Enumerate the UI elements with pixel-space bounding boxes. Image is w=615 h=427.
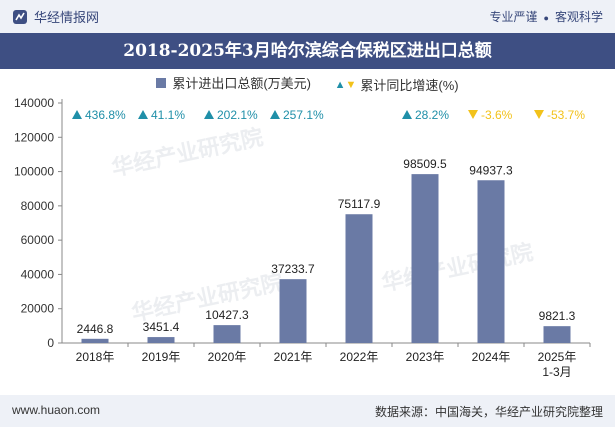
growth-rate-label: -3.6% xyxy=(481,108,513,122)
y-tick-label: 40000 xyxy=(21,267,55,281)
y-tick-label: 60000 xyxy=(21,233,55,247)
bar xyxy=(213,325,241,343)
bar-value-label: 37233.7 xyxy=(271,262,315,276)
bar-value-label: 94937.3 xyxy=(469,163,513,177)
chart-title: 2018-2025年3月哈尔滨综合保税区进出口总额 xyxy=(0,33,615,69)
legend-item-growth: ▲ ▼ 累计同比增速(%) xyxy=(335,75,459,94)
footer-source: 数据来源：中国海关，华经产业研究院整理 xyxy=(374,405,603,419)
dot-separator-icon: ● xyxy=(543,13,549,23)
y-tick-label: 140000 xyxy=(14,96,54,110)
bar xyxy=(81,338,109,343)
bar-value-label: 2446.8 xyxy=(77,322,114,336)
x-tick-label: 2024年 xyxy=(472,350,511,364)
legend-item-total: 累计进出口总额(万美元) xyxy=(156,73,311,92)
legend-swatch-bar xyxy=(156,77,167,88)
x-tick-label: 2025年 xyxy=(538,350,577,364)
bar-value-label: 10427.3 xyxy=(205,308,249,322)
triangle-up-icon: ▲ xyxy=(334,78,346,91)
bar xyxy=(543,326,571,343)
growth-rate-label: 257.1% xyxy=(283,108,324,122)
brand-name: 华经情报网 xyxy=(34,10,100,25)
brand[interactable]: 华经情报网 xyxy=(12,7,99,26)
bar-value-label: 9821.3 xyxy=(539,309,576,323)
footer-website[interactable]: www.huaon.com xyxy=(12,403,101,417)
bar-chart: 0 20000 40000 60000 80000 100000 120000 140000 2… xyxy=(14,96,591,379)
bar-value-label: 98509.5 xyxy=(403,157,447,171)
bar xyxy=(147,337,175,343)
growth-down-triangle-icon xyxy=(534,110,544,119)
x-tick-label: 1-3月 xyxy=(542,365,571,379)
growth-rate-label: 436.8% xyxy=(85,108,126,122)
tag-objective: 客观科学 xyxy=(554,10,603,24)
y-tick-label: 100000 xyxy=(14,165,54,179)
growth-up-triangle-icon xyxy=(204,110,214,119)
x-tick-label: 2022年 xyxy=(340,350,379,364)
bar xyxy=(411,174,439,343)
bar-value-label: 75117.9 xyxy=(338,197,381,211)
growth-up-triangle-icon xyxy=(270,110,280,119)
triangle-down-icon: ▼ xyxy=(345,78,357,91)
growth-rate-label: 28.2% xyxy=(415,108,449,122)
bar xyxy=(345,214,373,343)
bar xyxy=(279,279,307,343)
y-tick-label: 0 xyxy=(47,336,54,350)
legend-label-total: 累计进出口总额(万美元) xyxy=(172,76,312,91)
x-tick-label: 2019年 xyxy=(142,350,181,364)
x-tick-label: 2023年 xyxy=(406,350,445,364)
x-tick-label: 2020年 xyxy=(208,350,247,364)
growth-rate-label: 41.1% xyxy=(151,108,185,122)
bar-value-label: 3451.4 xyxy=(143,320,180,334)
bar xyxy=(477,180,505,343)
brand-logo-icon xyxy=(13,9,27,24)
growth-rate-label: -53.7% xyxy=(547,108,585,122)
growth-down-triangle-icon xyxy=(468,110,478,119)
tag-professional: 专业严谨 xyxy=(489,10,538,24)
top-bar: 华经情报网 专业严谨 ● 客观科学 xyxy=(0,0,615,33)
growth-up-triangle-icon xyxy=(402,110,412,119)
growth-up-triangle-icon xyxy=(138,110,148,119)
growth-rate-label: 202.1% xyxy=(217,108,258,122)
header-tags: 专业严谨 ● 客观科学 xyxy=(490,8,603,25)
y-tick-label: 80000 xyxy=(21,199,55,213)
footer-bar: www.huaon.com 数据来源：中国海关，华经产业研究院整理 xyxy=(0,395,615,427)
growth-up-triangle-icon xyxy=(72,110,82,119)
y-tick-label: 120000 xyxy=(14,130,54,144)
x-tick-label: 2021年 xyxy=(274,350,313,364)
legend: 累计进出口总额(万美元) ▲ ▼ 累计同比增速(%) xyxy=(0,73,615,94)
legend-label-growth: 累计同比增速(%) xyxy=(360,78,459,93)
y-tick-label: 20000 xyxy=(21,302,55,316)
x-tick-label: 2018年 xyxy=(76,350,115,364)
